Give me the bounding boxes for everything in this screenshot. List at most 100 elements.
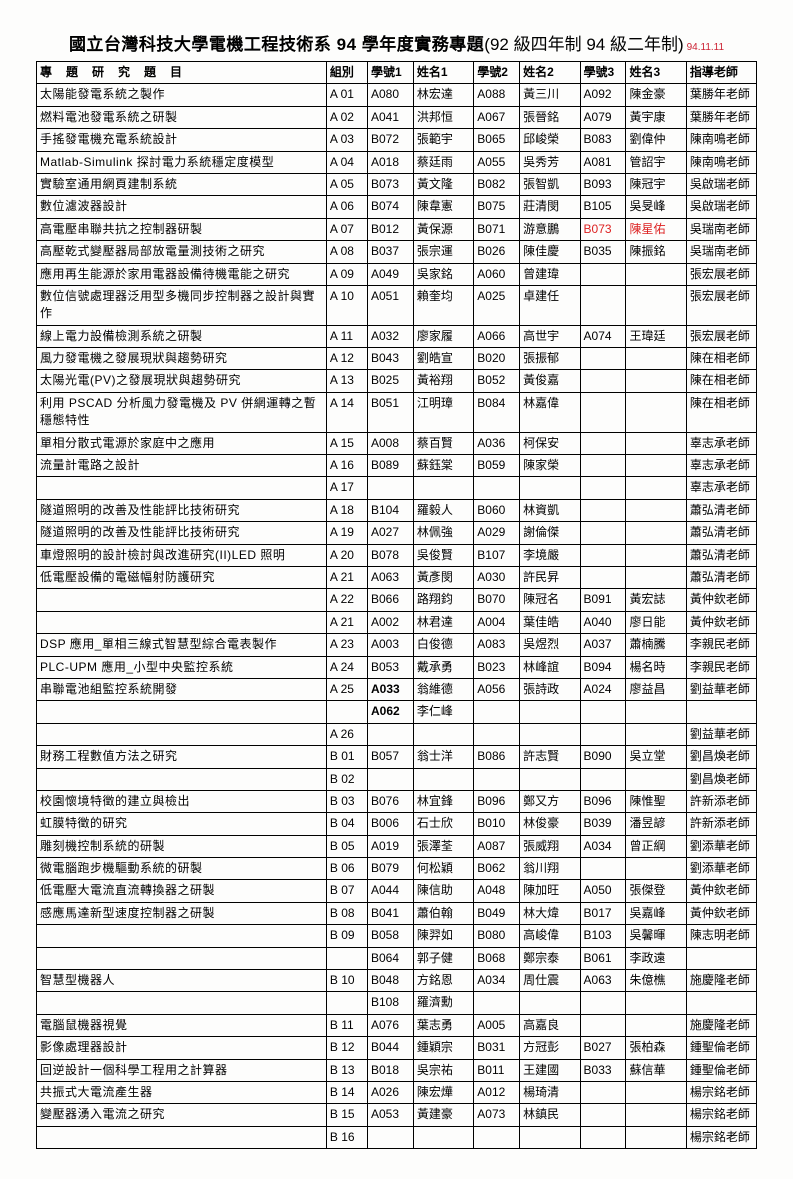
cell: 葉勝年老師 (686, 84, 756, 106)
table-row: 微電腦跑步機驅動系統的研製B 06B079何松穎B062翁川翔劉添華老師 (37, 858, 757, 880)
cell: A 01 (326, 84, 367, 106)
cell: A063 (367, 566, 413, 588)
table-row: 手搖發電機充電系統設計A 03B072張範宇B065邱峻榮B083劉偉仲陳南鳴老… (37, 129, 757, 151)
cell: 曾建瑋 (520, 263, 580, 285)
cell: B108 (367, 992, 413, 1014)
table-row: B 16楊宗銘老師 (37, 1126, 757, 1148)
cell: A067 (474, 106, 520, 128)
cell: 高嘉良 (520, 1014, 580, 1036)
cell: 郭子健 (413, 947, 473, 969)
cell: 電腦鼠機器視覺 (37, 1014, 327, 1036)
cell: B105 (580, 196, 626, 218)
cell: Matlab-Simulink 探討電力系統穩定度模型 (37, 151, 327, 173)
cell (520, 992, 580, 1014)
cell (520, 701, 580, 723)
cell: A040 (580, 611, 626, 633)
cell: 李親民老師 (686, 634, 756, 656)
cell: B037 (367, 241, 413, 263)
cell: 石士欣 (413, 813, 473, 835)
cell: A 13 (326, 370, 367, 392)
cell: B094 (580, 656, 626, 678)
cell: 黃仲欽老師 (686, 902, 756, 924)
cell: B090 (580, 746, 626, 768)
table-row: A 21A002林君達A004葉佳皓A040廖日能黃仲欽老師 (37, 611, 757, 633)
cell (326, 947, 367, 969)
cell: 翁川翔 (520, 858, 580, 880)
cell: 羅濟勳 (413, 992, 473, 1014)
cell: 吳瑞南老師 (686, 241, 756, 263)
cell: B 04 (326, 813, 367, 835)
cell: B061 (580, 947, 626, 969)
cell: 車燈照明的設計檢討與改進研究(II)LED 照明 (37, 544, 327, 566)
cell: A080 (367, 84, 413, 106)
cell: 張宏展老師 (686, 285, 756, 325)
cell: 吳瑞南老師 (686, 218, 756, 240)
cell: A024 (580, 678, 626, 700)
cell: A 04 (326, 151, 367, 173)
cell: B079 (367, 858, 413, 880)
cell: B065 (474, 129, 520, 151)
cell: A029 (474, 522, 520, 544)
cell: A092 (580, 84, 626, 106)
cell (626, 477, 686, 499)
cell: B025 (367, 370, 413, 392)
cell: 黃裕翔 (413, 370, 473, 392)
cell: 楊宗銘老師 (686, 1104, 756, 1126)
cell: B083 (580, 129, 626, 151)
cell (580, 263, 626, 285)
cell: 吳立堂 (626, 746, 686, 768)
cell (626, 522, 686, 544)
cell: B052 (474, 370, 520, 392)
cell: B058 (367, 925, 413, 947)
cell: 高壓乾式變壓器局部放電量測技術之研究 (37, 241, 327, 263)
cell: B 07 (326, 880, 367, 902)
cell: 張宏展老師 (686, 325, 756, 347)
cell: 劉添華老師 (686, 858, 756, 880)
cell: B057 (367, 746, 413, 768)
cell: 辜志承老師 (686, 432, 756, 454)
cell: 陳在相老師 (686, 392, 756, 432)
cell: 串聯電池組監控系統開發 (37, 678, 327, 700)
table-row: 影像處理器設計B 12B044鍾穎宗B031方冠彭B027張柏森鍾聖倫老師 (37, 1037, 757, 1059)
cell: B096 (474, 790, 520, 812)
cell: B107 (474, 544, 520, 566)
cell: A037 (580, 634, 626, 656)
cell (626, 285, 686, 325)
cell (686, 947, 756, 969)
cell: 許新添老師 (686, 790, 756, 812)
cell: B 10 (326, 970, 367, 992)
cell: A027 (367, 522, 413, 544)
cell: B068 (474, 947, 520, 969)
cell: A053 (367, 1104, 413, 1126)
cell (580, 566, 626, 588)
cell: B044 (367, 1037, 413, 1059)
cell (580, 1104, 626, 1126)
cell: 高電壓串聯共抗之控制器研製 (37, 218, 327, 240)
cell: B053 (367, 656, 413, 678)
cell: A 16 (326, 455, 367, 477)
cell (413, 723, 473, 745)
cell: 林君達 (413, 611, 473, 633)
cell: 廖益昌 (626, 678, 686, 700)
cell: 黃三川 (520, 84, 580, 106)
cell: 蔡廷雨 (413, 151, 473, 173)
col-header: 學號2 (474, 62, 520, 84)
cell: B018 (367, 1059, 413, 1081)
table-row: A 22B066路翔鈞B070陳冠名B091黃宏誌黃仲欽老師 (37, 589, 757, 611)
cell (580, 477, 626, 499)
cell: A 20 (326, 544, 367, 566)
cell: 廖家履 (413, 325, 473, 347)
cell: 蕭弘清老師 (686, 566, 756, 588)
cell: 黃彥閔 (413, 566, 473, 588)
cell (413, 768, 473, 790)
table-row: 風力發電機之發展現狀與趨勢研究A 12B043劉皓宣B020張振郁陳在相老師 (37, 348, 757, 370)
cell: 林宏達 (413, 84, 473, 106)
table-row: 數位濾波器設計A 06B074陳韋憲B075莊清閔B105吳旻峰吳啟瑞老師 (37, 196, 757, 218)
cell: 何松穎 (413, 858, 473, 880)
table-row: 太陽能發電系統之製作A 01A080林宏達A088黃三川A092陳金豪葉勝年老師 (37, 84, 757, 106)
cell: 方銘恩 (413, 970, 473, 992)
cell: 高世宇 (520, 325, 580, 347)
table-row: 隧道照明的改善及性能評比技術研究A 18B104羅毅人B060林資凱蕭弘清老師 (37, 499, 757, 521)
cell: PLC-UPM 應用_小型中央監控系統 (37, 656, 327, 678)
table-row: B108羅濟勳 (37, 992, 757, 1014)
